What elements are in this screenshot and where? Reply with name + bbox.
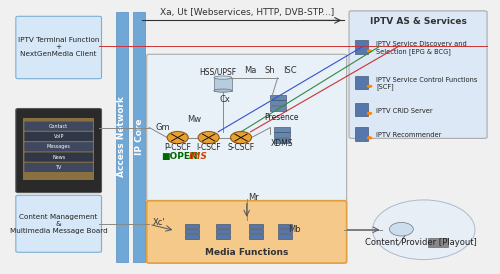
FancyBboxPatch shape (185, 229, 199, 233)
Text: Mb: Mb (288, 225, 301, 234)
FancyBboxPatch shape (355, 127, 368, 141)
FancyBboxPatch shape (274, 127, 290, 132)
Text: P-CSCF: P-CSCF (164, 143, 191, 152)
Text: Access Network: Access Network (117, 96, 126, 178)
Text: Xa, Ut [Webservices, HTTP, DVB-STP...]: Xa, Ut [Webservices, HTTP, DVB-STP...] (160, 8, 334, 17)
Text: Gm: Gm (156, 123, 170, 132)
Ellipse shape (214, 76, 232, 79)
Circle shape (167, 132, 188, 144)
FancyBboxPatch shape (146, 54, 346, 201)
FancyBboxPatch shape (134, 12, 145, 262)
FancyBboxPatch shape (16, 195, 102, 252)
FancyBboxPatch shape (278, 224, 292, 228)
Text: Ma: Ma (244, 66, 256, 75)
FancyBboxPatch shape (185, 224, 199, 228)
Text: Sh: Sh (265, 66, 276, 75)
Ellipse shape (214, 89, 232, 92)
Text: IMS: IMS (188, 152, 208, 161)
Ellipse shape (372, 200, 475, 259)
Text: Mr: Mr (248, 193, 258, 202)
FancyBboxPatch shape (274, 132, 290, 137)
Text: IP Core: IP Core (135, 119, 144, 155)
Text: IPTV CRID Server: IPTV CRID Server (376, 108, 433, 114)
Text: IPTV Service Control Functions
[SCF]: IPTV Service Control Functions [SCF] (376, 77, 478, 90)
Text: ISC: ISC (283, 66, 296, 75)
Circle shape (230, 132, 252, 144)
Circle shape (366, 49, 372, 53)
Text: Content Provider [Playout]: Content Provider [Playout] (364, 238, 476, 247)
Text: Mw: Mw (187, 115, 202, 124)
FancyBboxPatch shape (355, 76, 368, 89)
Circle shape (366, 112, 372, 115)
FancyBboxPatch shape (274, 138, 290, 143)
FancyBboxPatch shape (349, 11, 487, 138)
Text: ■OPEN: ■OPEN (161, 152, 198, 161)
Text: Content Management
&
Multimedia Message Board: Content Management & Multimedia Message … (10, 214, 108, 234)
FancyBboxPatch shape (249, 234, 264, 239)
FancyBboxPatch shape (216, 224, 230, 228)
Text: Media Functions: Media Functions (205, 248, 288, 257)
Text: Cx: Cx (219, 95, 230, 104)
Text: I-CSCF: I-CSCF (196, 143, 221, 152)
Text: Messages: Messages (46, 144, 70, 149)
Text: IPTV Terminal Function
+
NextGenMedia Client: IPTV Terminal Function + NextGenMedia Cl… (18, 38, 100, 58)
FancyBboxPatch shape (278, 234, 292, 239)
FancyBboxPatch shape (185, 234, 199, 239)
FancyBboxPatch shape (428, 238, 448, 247)
FancyBboxPatch shape (216, 229, 230, 233)
FancyBboxPatch shape (24, 122, 93, 131)
Text: News: News (52, 155, 66, 159)
FancyBboxPatch shape (278, 229, 292, 233)
FancyBboxPatch shape (216, 234, 230, 239)
FancyBboxPatch shape (16, 109, 102, 193)
Text: Contact: Contact (49, 124, 68, 129)
FancyBboxPatch shape (16, 16, 102, 79)
FancyBboxPatch shape (270, 100, 285, 105)
FancyBboxPatch shape (24, 152, 93, 162)
Text: VoIP: VoIP (54, 134, 64, 139)
FancyBboxPatch shape (249, 224, 264, 228)
FancyBboxPatch shape (23, 118, 95, 180)
FancyBboxPatch shape (355, 103, 368, 116)
Circle shape (390, 222, 413, 236)
Circle shape (366, 85, 372, 88)
Text: IPTV Service Discovery and
Selection [EPG & BCG]: IPTV Service Discovery and Selection [EP… (376, 41, 467, 55)
FancyBboxPatch shape (270, 95, 285, 100)
Circle shape (366, 136, 372, 139)
FancyBboxPatch shape (24, 142, 93, 151)
Text: Presence: Presence (264, 113, 298, 122)
Text: IPTV Recommender: IPTV Recommender (376, 132, 442, 138)
Text: TV: TV (56, 165, 62, 170)
Text: IPTV AS & Services: IPTV AS & Services (370, 17, 466, 26)
Circle shape (198, 132, 219, 144)
Text: S-CSCF: S-CSCF (228, 143, 254, 152)
FancyBboxPatch shape (116, 12, 128, 262)
FancyBboxPatch shape (214, 78, 232, 91)
FancyBboxPatch shape (270, 106, 285, 111)
FancyBboxPatch shape (249, 229, 264, 233)
Text: XDMS: XDMS (271, 139, 293, 148)
Text: Xc': Xc' (152, 218, 165, 227)
FancyBboxPatch shape (146, 201, 346, 263)
FancyBboxPatch shape (24, 163, 93, 172)
FancyBboxPatch shape (24, 132, 93, 141)
Text: HSS/UPSF: HSS/UPSF (200, 68, 236, 77)
FancyBboxPatch shape (355, 41, 368, 54)
